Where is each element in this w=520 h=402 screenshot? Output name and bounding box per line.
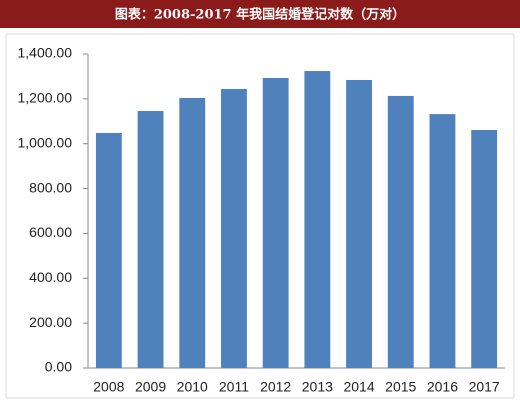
y-tick-label: 1,400.00 (18, 45, 73, 61)
y-tick-label: 600.00 (29, 224, 72, 240)
bar (95, 132, 122, 368)
x-tick-label: 2011 (219, 379, 249, 395)
y-tick-label: 800.00 (29, 179, 72, 195)
title-banner (0, 0, 520, 28)
x-tick-label: 2013 (302, 379, 333, 395)
bar (304, 71, 331, 368)
bar (179, 97, 206, 369)
x-tick-label: 2010 (177, 379, 208, 395)
x-tick-label: 2014 (343, 379, 374, 395)
x-tick-label: 2017 (469, 379, 500, 395)
x-tick-label: 2016 (427, 379, 458, 395)
x-tick-label: 2015 (385, 379, 416, 395)
bar (221, 88, 247, 368)
bar (429, 114, 456, 368)
y-tick-label: 1,000.00 (18, 134, 73, 150)
chart-title: 图表：2008-2017 年我国结婚登记对数（万对） (115, 7, 405, 23)
x-tick-label: 2008 (93, 379, 124, 395)
bar (137, 110, 164, 369)
chart-frame (5, 33, 515, 399)
y-tick-label: 200.00 (29, 314, 72, 330)
bar (262, 77, 289, 369)
y-tick-label: 400.00 (29, 269, 72, 285)
bar (471, 130, 498, 368)
y-tick-label: 1,200.00 (18, 90, 73, 106)
x-tick-label: 2012 (260, 379, 291, 395)
bar (387, 95, 414, 368)
y-tick-label: 0.00 (45, 359, 72, 375)
x-tick-label: 2009 (135, 379, 166, 395)
bar (346, 80, 372, 368)
